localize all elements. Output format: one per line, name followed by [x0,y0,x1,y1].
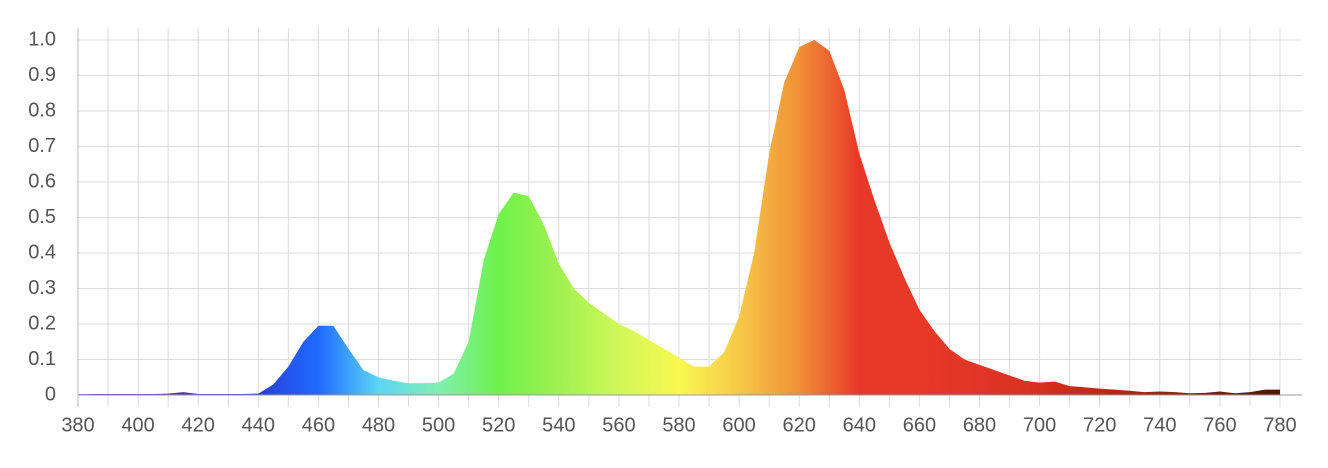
y-tick-label: 0.6 [28,170,56,192]
y-tick-label: 0.7 [28,135,56,157]
x-tick-label: 780 [1263,414,1296,436]
x-tick-label: 560 [602,414,635,436]
x-tick-label: 680 [963,414,996,436]
y-tick-label: 0.3 [28,277,56,299]
x-tick-label: 540 [542,414,575,436]
y-tick-label: 0.4 [28,241,56,263]
x-tick-label: 580 [662,414,695,436]
x-tick-label: 420 [182,414,215,436]
y-tick-label: 1.0 [28,28,56,50]
x-tick-label: 640 [843,414,876,436]
y-tick-label: 0.9 [28,64,56,86]
x-tick-label: 620 [783,414,816,436]
x-tick-label: 520 [482,414,515,436]
x-tick-label: 740 [1143,414,1176,436]
y-tick-label: 0.5 [28,206,56,228]
y-tick-label: 0.1 [28,348,56,370]
x-tick-label: 700 [1023,414,1056,436]
x-tick-label: 380 [61,414,94,436]
x-tick-label: 400 [121,414,154,436]
x-tick-label: 480 [362,414,395,436]
y-tick-label: 0 [45,383,56,405]
x-tick-label: 720 [1083,414,1116,436]
y-tick-label: 0.8 [28,99,56,121]
x-tick-label: 660 [903,414,936,436]
x-tick-label: 600 [722,414,755,436]
x-tick-label: 460 [302,414,335,436]
x-tick-label: 760 [1203,414,1236,436]
y-tick-label: 0.2 [28,312,56,334]
x-tick-label: 500 [422,414,455,436]
x-tick-label: 440 [242,414,275,436]
